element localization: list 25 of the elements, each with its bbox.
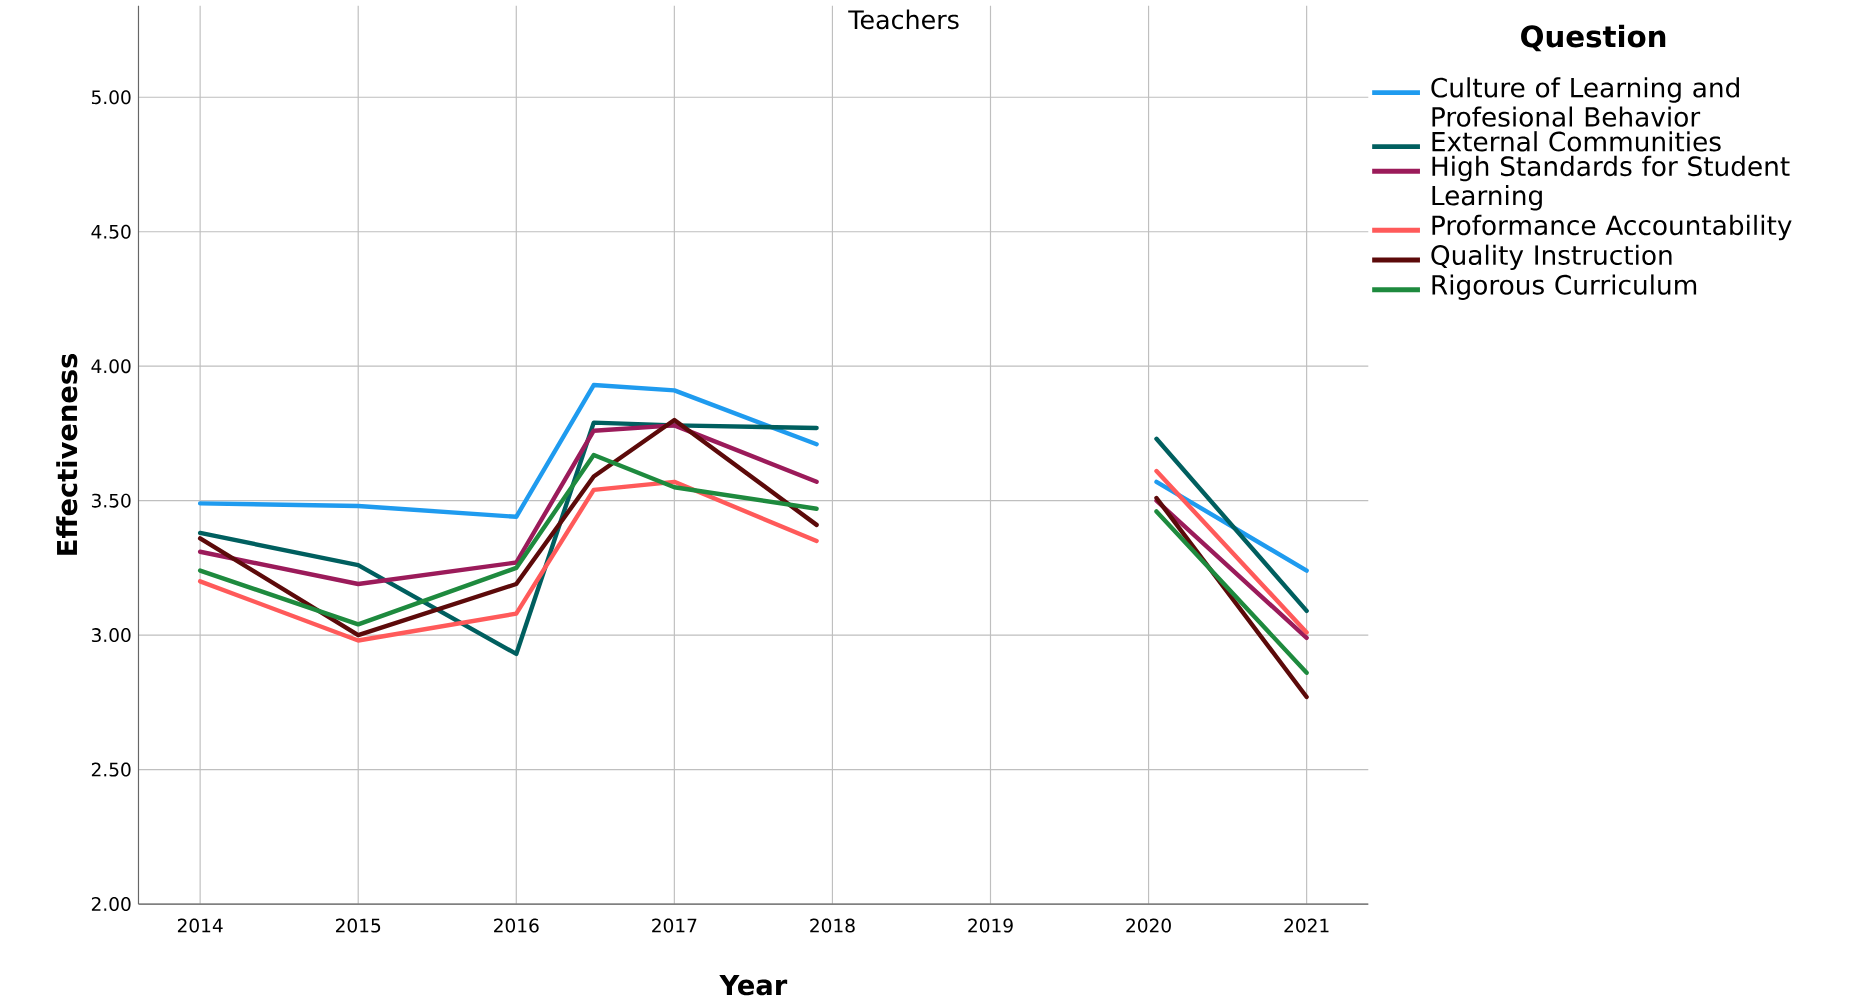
y-tick-label: 4.50: [91, 224, 131, 239]
legend-label: Rigorous Curriculum: [1432, 274, 1697, 300]
x-tick-label: 2016: [494, 918, 539, 933]
y-tick-label: 3.00: [91, 627, 131, 642]
legend-label: Proformance Accountability: [1432, 214, 1792, 241]
x-tick-label: 2018: [810, 918, 855, 933]
x-tick-label: 2020: [1126, 918, 1171, 933]
legend-title: Question: [1521, 24, 1666, 52]
legend-label: Culture of Learning and Profesional Behavior: [1431, 77, 1739, 127]
legend-label: Quality Instruction: [1431, 244, 1672, 270]
x-tick-label: 2019: [968, 918, 1013, 933]
y-tick-label: 2.00: [91, 896, 131, 911]
x-axis-title: Year: [719, 974, 788, 996]
legend-label: External Communities: [1432, 130, 1721, 152]
x-tick-label: 2014: [177, 918, 223, 933]
y-tick-label: 5.00: [91, 90, 131, 105]
x-tick-label: 2017: [652, 918, 697, 933]
y-tick-label: 4.00: [91, 358, 131, 373]
chart-title: Teachers: [848, 9, 959, 30]
y-tick-label: 2.50: [91, 762, 131, 777]
legend-label: High Standards for Student Learning: [1432, 155, 1790, 211]
y-axis-title: Effectiveness: [56, 353, 78, 555]
y-tick-label: 3.50: [91, 493, 131, 508]
x-tick-label: 2015: [335, 918, 381, 933]
x-tick-label: 2021: [1284, 918, 1329, 933]
